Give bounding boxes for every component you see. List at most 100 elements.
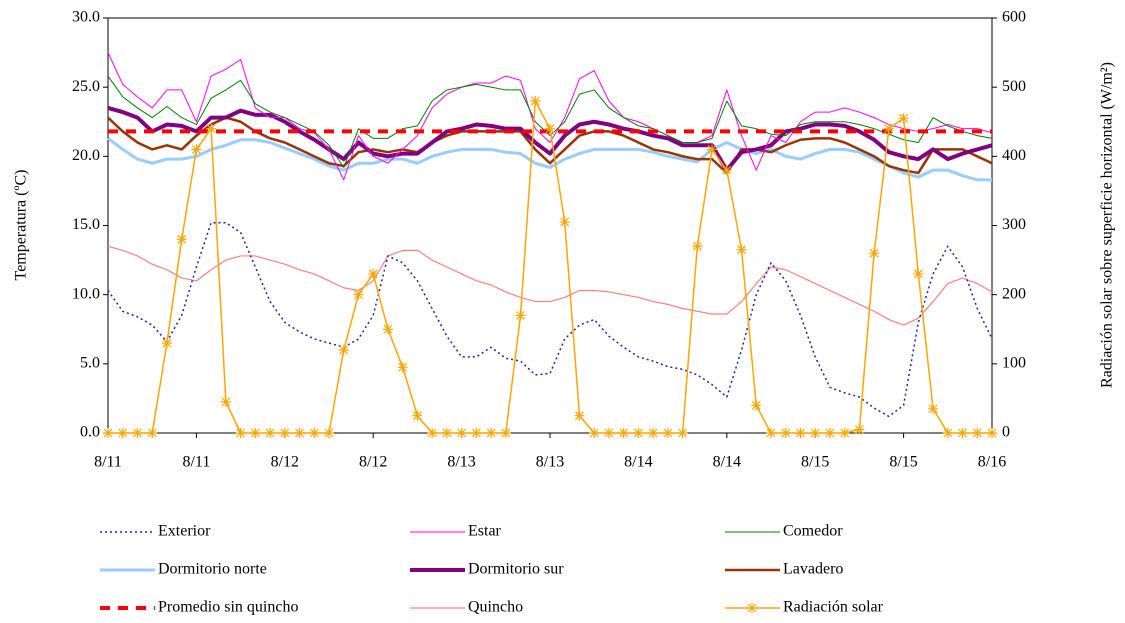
x-tick-label: 8/14 — [713, 454, 741, 471]
data-marker — [972, 428, 983, 438]
y2-tick-label: 100 — [1002, 355, 1026, 372]
y-tick-label: 30.0 — [72, 9, 100, 26]
data-marker — [795, 428, 806, 438]
data-marker — [324, 428, 334, 438]
data-marker — [854, 424, 865, 435]
y-tick-label: 25.0 — [72, 78, 100, 95]
data-marker — [176, 234, 187, 245]
y-tick-label: 15.0 — [72, 216, 100, 233]
x-tick-label: 8/16 — [978, 454, 1006, 471]
legend-label: Estar — [468, 523, 502, 540]
y2-tick-label: 300 — [1002, 216, 1026, 233]
data-marker — [382, 324, 393, 335]
data-marker — [869, 248, 880, 259]
data-marker — [279, 428, 290, 438]
data-marker — [220, 396, 231, 407]
data-marker — [427, 428, 438, 438]
legend-label: Comedor — [783, 523, 843, 540]
legend-label: Exterior — [158, 523, 211, 540]
x-tick-label: 8/13 — [447, 454, 475, 471]
data-marker — [662, 428, 673, 438]
legend-label: Promedio sin quincho — [158, 599, 298, 616]
y2-tick-label: 200 — [1002, 285, 1026, 302]
data-marker — [574, 410, 585, 421]
data-marker — [441, 428, 452, 438]
x-tick-label: 8/11 — [94, 454, 122, 471]
data-marker — [265, 428, 276, 438]
data-marker — [648, 428, 659, 438]
series-line — [107, 105, 993, 173]
legend-label: Dormitorio sur — [468, 561, 564, 578]
data-marker — [471, 428, 482, 438]
legend-label: Dormitorio norte — [158, 561, 267, 578]
data-marker — [707, 144, 718, 155]
data-marker — [397, 362, 408, 373]
y-tick-label: 5.0 — [80, 355, 100, 372]
data-marker — [928, 403, 939, 414]
series-line — [107, 75, 993, 168]
data-marker — [942, 428, 953, 438]
y2-axis-title: Radiación solar sobre superficie horizon… — [1099, 62, 1116, 388]
data-marker — [987, 428, 997, 438]
data-marker — [780, 428, 791, 438]
data-marker — [618, 428, 629, 438]
data-marker — [235, 428, 246, 438]
series-line — [107, 221, 993, 418]
y2-tick-label: 0 — [1002, 424, 1010, 441]
data-marker — [824, 428, 835, 438]
legend-label: Lavadero — [783, 561, 843, 578]
y-tick-label: 10.0 — [72, 285, 100, 302]
x-tick-label: 8/14 — [624, 454, 652, 471]
data-marker — [147, 428, 158, 438]
series-line — [107, 52, 993, 181]
data-marker — [117, 428, 128, 438]
data-marker — [250, 428, 261, 438]
x-tick-label: 8/11 — [182, 454, 210, 471]
data-marker — [161, 338, 172, 349]
data-marker — [132, 428, 143, 438]
data-marker — [338, 345, 349, 355]
data-marker — [692, 241, 703, 252]
series-line — [107, 245, 993, 326]
data-marker — [751, 400, 762, 411]
y-tick-label: 0.0 — [80, 424, 100, 441]
data-marker — [191, 144, 202, 155]
data-marker — [721, 165, 732, 176]
y2-tick-label: 500 — [1002, 78, 1026, 95]
data-marker — [589, 428, 600, 438]
data-marker — [633, 428, 644, 438]
data-marker — [294, 428, 305, 438]
data-marker — [559, 217, 570, 228]
x-tick-label: 8/15 — [801, 454, 829, 471]
data-marker — [412, 410, 423, 421]
data-marker — [545, 123, 555, 134]
legend-label: Radiación solar — [783, 599, 884, 616]
data-marker — [766, 428, 776, 438]
data-marker — [839, 428, 850, 438]
data-marker — [913, 268, 924, 279]
data-marker — [368, 268, 379, 279]
y2-tick-label: 400 — [1002, 147, 1026, 164]
data-marker — [957, 428, 968, 438]
x-tick-label: 8/12 — [271, 454, 299, 471]
data-marker — [603, 428, 614, 438]
data-marker — [456, 428, 467, 438]
data-marker — [898, 113, 909, 124]
data-marker — [206, 123, 217, 134]
data-marker — [530, 96, 541, 106]
y2-tick-label: 600 — [1002, 9, 1026, 26]
data-marker — [500, 428, 511, 438]
data-marker — [486, 428, 497, 438]
data-marker — [353, 289, 364, 300]
data-marker — [736, 244, 747, 255]
x-tick-label: 8/15 — [889, 454, 917, 471]
x-tick-label: 8/13 — [536, 454, 564, 471]
data-marker — [103, 428, 113, 438]
y-tick-label: 20.0 — [72, 147, 100, 164]
data-marker — [309, 428, 320, 438]
legend-marker — [747, 603, 757, 613]
x-tick-label: 8/12 — [359, 454, 387, 471]
data-marker — [677, 428, 688, 438]
